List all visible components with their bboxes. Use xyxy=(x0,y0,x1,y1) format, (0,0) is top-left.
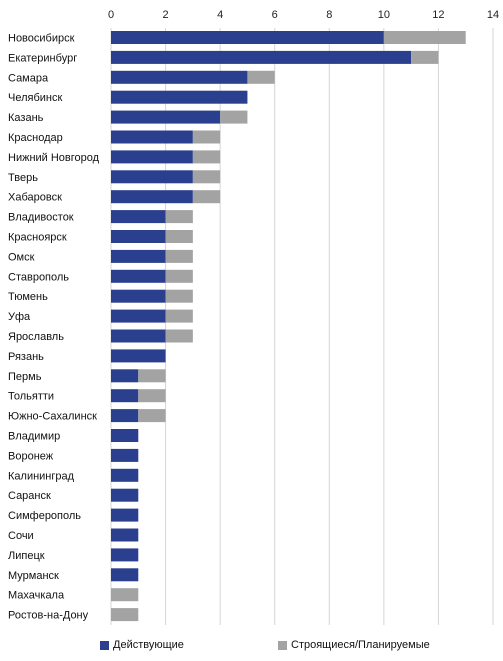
category-label: Екатеринбург xyxy=(8,52,77,64)
category-label: Симферополь xyxy=(8,510,81,522)
bar-operating xyxy=(111,210,166,224)
legend-item-operating: Действующие xyxy=(100,637,184,653)
legend-swatch-planned xyxy=(278,640,287,650)
bar-planned xyxy=(165,210,193,224)
x-tick-label: 10 xyxy=(378,9,390,21)
bar-operating xyxy=(111,329,166,343)
category-label: Тверь xyxy=(8,172,38,184)
category-label: Красноярск xyxy=(8,232,67,244)
x-tick-label: 6 xyxy=(272,9,278,21)
x-tick-label: 12 xyxy=(432,9,444,21)
category-label: Хабаровск xyxy=(8,192,62,204)
category-label: Владимир xyxy=(8,431,60,443)
bar-planned xyxy=(192,170,221,184)
category-label: Калининград xyxy=(8,470,75,482)
bar-operating xyxy=(111,31,384,44)
bar-operating xyxy=(111,230,166,243)
bar-planned xyxy=(138,409,166,423)
x-tick-label: 0 xyxy=(108,9,114,21)
category-label: Рязань xyxy=(8,351,44,363)
category-label: Ростов-на-Дону xyxy=(8,610,89,622)
bar-planned xyxy=(138,389,166,403)
bar-operating xyxy=(111,150,193,164)
category-label: Липецк xyxy=(8,550,45,562)
bar-operating xyxy=(111,289,166,303)
legend-item-planned: Строящиеся/Планируемые xyxy=(278,637,430,653)
bar-planned xyxy=(111,588,139,602)
category-label: Мурманск xyxy=(8,570,59,582)
category-label: Краснодар xyxy=(8,132,63,144)
bar-operating xyxy=(111,90,248,104)
bar-operating xyxy=(111,190,193,204)
bar-planned xyxy=(165,230,193,243)
bar-operating xyxy=(111,349,166,363)
bar-operating xyxy=(111,249,166,263)
bar-planned xyxy=(111,608,139,622)
bar-planned xyxy=(165,269,193,283)
bar-operating xyxy=(111,429,139,442)
bar-operating xyxy=(111,448,139,462)
category-label: Челябинск xyxy=(8,92,62,104)
bar-operating xyxy=(111,528,139,542)
bar-operating xyxy=(111,369,139,383)
bar-planned xyxy=(192,190,221,204)
category-label: Уфа xyxy=(8,311,31,323)
category-label: Сочи xyxy=(8,530,34,542)
bar-operating xyxy=(111,468,139,482)
bar-planned xyxy=(165,249,193,263)
category-label: Омск xyxy=(8,251,35,263)
bar-operating xyxy=(111,508,139,522)
category-label: Новосибирск xyxy=(8,33,75,45)
bar-operating xyxy=(111,50,412,64)
x-tick-label: 8 xyxy=(326,9,332,21)
bar-operating xyxy=(111,548,139,562)
bar-planned xyxy=(165,309,193,323)
x-tick-label: 4 xyxy=(217,9,223,21)
x-tick-label: 14 xyxy=(487,9,499,21)
category-label: Южно-Сахалинск xyxy=(8,411,97,423)
bar-planned xyxy=(411,50,439,64)
bar-planned xyxy=(138,369,166,383)
category-label: Ставрополь xyxy=(8,271,69,283)
bar-operating xyxy=(111,389,139,403)
bar-operating xyxy=(111,70,248,84)
legend-swatch-operating xyxy=(100,640,109,650)
bar-operating xyxy=(111,170,193,184)
bar-operating xyxy=(111,568,139,582)
legend-label-operating: Действующие xyxy=(113,639,184,651)
category-label: Тольятти xyxy=(8,391,54,403)
bar-planned xyxy=(192,150,221,164)
bar-planned xyxy=(165,329,193,343)
category-label: Казань xyxy=(8,112,44,124)
category-label: Пермь xyxy=(8,371,42,383)
category-label: Нижний Новгород xyxy=(8,152,100,164)
bar-planned xyxy=(220,110,248,124)
bar-operating xyxy=(111,130,193,144)
x-tick-label: 2 xyxy=(163,9,169,21)
bar-planned xyxy=(165,289,193,303)
category-label: Самара xyxy=(8,72,49,84)
bar-planned xyxy=(383,31,466,44)
bar-chart: 0 2 4 6 8 10 12 14 Новосибирск Екатеринбург Самара… xyxy=(8,9,499,625)
category-label: Владивосток xyxy=(8,212,74,224)
category-label: Махачкала xyxy=(8,590,65,602)
category-label: Саранск xyxy=(8,490,51,502)
bar-operating xyxy=(111,110,221,124)
category-label: Тюмень xyxy=(8,291,48,303)
bar-operating xyxy=(111,309,166,323)
bar-planned xyxy=(247,70,275,84)
bar-planned xyxy=(192,130,221,144)
legend-label-planned: Строящиеся/Планируемые xyxy=(291,639,430,651)
bar-operating xyxy=(111,488,139,502)
category-label: Воронеж xyxy=(8,450,54,462)
bar-operating xyxy=(111,409,139,423)
category-label: Ярославль xyxy=(8,331,64,343)
bar-operating xyxy=(111,269,166,283)
